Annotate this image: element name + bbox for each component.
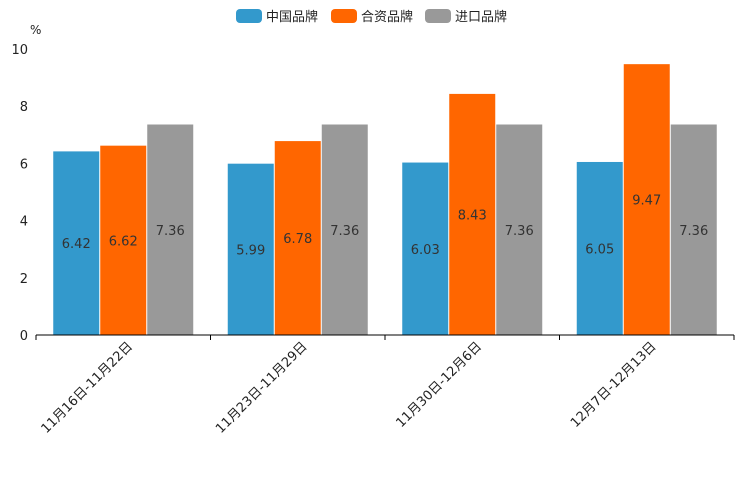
y-tick-label-4: 4 — [20, 215, 28, 230]
data-label-2-3: 8.43 — [458, 208, 487, 223]
legend-swatch-1 — [236, 9, 262, 23]
bar-1-2 — [227, 163, 274, 335]
bar-2-3 — [449, 93, 496, 335]
data-label-2-1: 6.62 — [109, 234, 138, 249]
x-tick-label-3: 11月30日-12月6日 — [393, 339, 485, 431]
data-label-2-2: 6.78 — [283, 232, 312, 247]
x-tick-label-1: 11月16日-11月22日 — [39, 339, 136, 436]
x-tick-label-4: 12月7日-12月13日 — [568, 339, 660, 431]
bar-3-3 — [496, 124, 543, 335]
y-axis: 0 2 4 6 8 10 — [11, 43, 28, 344]
bar-2-1 — [100, 145, 147, 335]
legend-label-1: 中国品牌 — [266, 9, 318, 25]
y-tick-label-8: 8 — [20, 100, 28, 115]
bar-1-3 — [402, 162, 449, 335]
bar-1-1 — [53, 151, 100, 335]
x-axis: 11月16日-11月22日 11月23日-11月29日 11月30日-12月6日 12… — [35, 334, 735, 437]
legend: 中国品牌 合资品牌 进口品牌 — [236, 9, 507, 25]
legend-label-2: 合资品牌 — [361, 9, 413, 25]
bar-3-2 — [321, 124, 368, 335]
data-label-3-4: 7.36 — [679, 224, 708, 239]
bar-3-1 — [147, 124, 194, 335]
data-label-1-3: 6.03 — [411, 243, 440, 258]
y-tick-label-0: 0 — [20, 329, 28, 344]
bar-1-4 — [576, 161, 623, 335]
data-label-3-1: 7.36 — [156, 224, 185, 239]
legend-label-3: 进口品牌 — [455, 9, 507, 25]
x-tick-label-2: 11月23日-11月29日 — [213, 339, 310, 436]
data-label-1-2: 5.99 — [236, 243, 265, 258]
y-tick-label-10: 10 — [11, 43, 28, 58]
y-tick-label-2: 2 — [20, 272, 28, 287]
y-tick-label-6: 6 — [20, 157, 28, 172]
data-label-1-1: 6.42 — [62, 237, 91, 252]
data-label-3-3: 7.36 — [505, 224, 534, 239]
data-label-2-4: 9.47 — [632, 194, 661, 209]
y-axis-unit: % — [30, 23, 41, 37]
bar-2-2 — [274, 141, 321, 335]
legend-swatch-2 — [331, 9, 357, 23]
bar-3-4 — [670, 124, 717, 335]
bars — [53, 64, 717, 336]
data-label-3-2: 7.36 — [330, 224, 359, 239]
legend-swatch-3 — [425, 9, 451, 23]
data-labels: 6.42 6.62 7.36 5.99 6.78 7.36 6.03 8.43 7.36 6.05… — [62, 194, 708, 259]
bar-2-4 — [623, 64, 670, 336]
data-label-1-4: 6.05 — [585, 242, 614, 257]
